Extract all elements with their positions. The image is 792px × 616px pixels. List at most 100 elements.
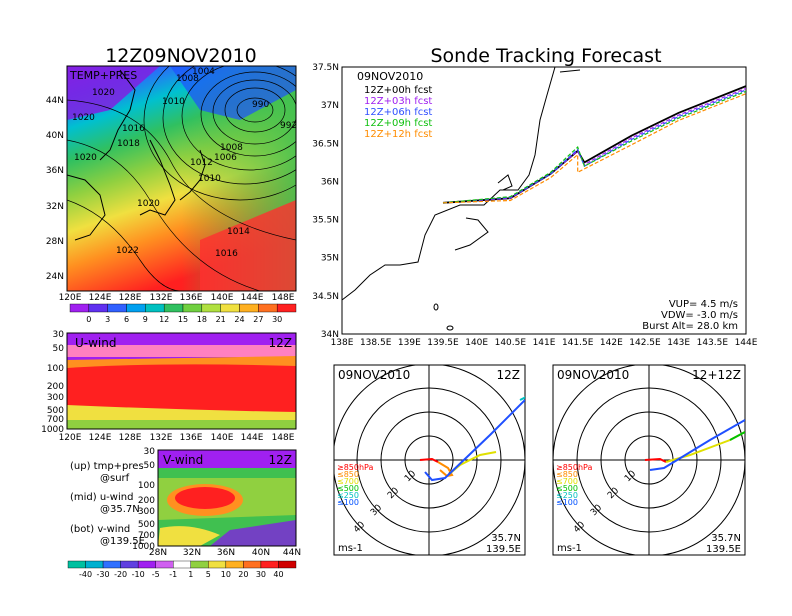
u-wind-label: U-wind [75,336,116,350]
temp-pres-panel: TEMP+PRES 1020 1020 1020 1016 1018 1010 … [46,65,297,303]
temp-colorbar-tick: 27 [253,315,263,324]
pressure-label: 1020 [92,88,115,98]
pressure-label: 1012 [190,158,213,168]
temp-colorbar-tick: 0 [86,315,91,324]
v-x-tick: 36N [217,548,235,558]
temp-panel-label: TEMP+PRES [69,69,137,82]
hodo-level-label: ≤100 [337,498,359,507]
temp-colorbar-swatch [239,303,259,313]
map-y-tick: 35N [321,254,339,264]
wind-colorbar-tick: -1 [169,570,177,579]
map-x-tick: 141E [533,338,556,348]
hodo-level-label: ≤700 [556,477,578,486]
track-legend-entry: 12Z+00h fcst [364,85,432,96]
map-y-tick: 37N [321,101,339,111]
temp-colorbar-tick: 12 [159,315,169,324]
v-y-tick: 500 [138,520,155,530]
hodo-level-label: ≥850hPa [556,463,593,472]
wind-colorbar-swatch [173,560,191,569]
pressure-label: 1006 [214,153,237,163]
hodo-right-date: 09NOV2010 [557,368,629,382]
pressure-label: 992 [280,121,297,131]
v-wind-time: 12Z [269,453,293,467]
temp-y-tick: 40N [46,131,64,141]
track-series [442,85,746,204]
hodo-level-label: ≤850 [556,470,578,479]
coastline [342,67,581,331]
map-y-tick: 34.5N [312,292,339,302]
temp-x-tick: 140E [211,293,234,303]
temp-x-tick: 136E [180,293,203,303]
hodo-right-time: 12+12Z [692,368,741,382]
map-x-ticks: 138E 138.5E 139E 139.5E 140E 140.5E 141E 141.5E… [331,338,758,348]
wind-colorbar-swatch [102,560,121,569]
hodo-level-label: ≤500 [556,484,578,493]
hodo-level-label: ≤250 [556,491,578,500]
wind-colorbar-tick: 20 [238,570,248,579]
hodo-right-lon: 139.5E [706,544,741,555]
temp-colorbar-tick: 18 [197,315,207,324]
temp-colorbar-tick: 30 [272,315,282,324]
wind-colorbar-tick: 1 [188,570,193,579]
pressure-label: 1016 [122,124,145,134]
v-y-tick: 700 [138,531,155,541]
temp-colorbar-tick: 15 [178,315,188,324]
note-mid-2: @35.7N [100,504,140,515]
u-y-tick: 50 [53,344,65,354]
wind-colorbar-swatch [137,560,156,569]
pressure-label: 1010 [198,174,221,184]
wind-colorbar-tick: -40 [79,570,92,579]
track-line [442,90,746,204]
v-y-tick: 50 [144,461,156,471]
u-y-tick: 300 [47,393,64,403]
temp-colorbar-swatch [126,303,146,313]
wind-colorbar-swatch [208,560,227,569]
wind-colorbar-swatch [225,560,244,569]
hodo-right-levels: ≥850hPa≤850≤700≤500≤250≤100 [556,463,593,507]
note-up-2: @surf [100,473,130,484]
pressure-label: 1008 [176,74,199,84]
temp-colorbar-swatch [145,303,165,313]
temp-colorbar-swatch [88,303,108,313]
temp-colorbar-tick: 21 [216,315,226,324]
u-y-tick: 500 [47,406,64,416]
temp-x-tick: 124E [89,293,112,303]
temp-colorbar-tick: 24 [234,315,244,324]
wind-colorbar-tick: -10 [132,570,145,579]
temp-y-tick: 44N [46,96,64,106]
temp-colorbar-swatch [220,303,240,313]
temp-colorbar: 0 3 6 9 12 15 18 21 24 27 30 [69,303,297,324]
temp-y-tick: 32N [46,202,64,212]
pressure-label: 1016 [215,249,238,259]
track-legend-entry: 12Z+09h fcst [364,118,432,129]
temp-colorbar-swatch [182,303,203,313]
u-y-tick: 30 [53,330,65,340]
temp-x-tick: 148E [272,293,295,303]
map-y-tick: 35.5N [312,216,339,226]
map-x-tick: 143E [667,338,690,348]
hodo-level-label: ≤250 [337,491,359,500]
hodo-level-label: ≤700 [337,477,359,486]
u-x-tick: 128E [119,433,142,443]
v-y-tick: 100 [138,481,155,491]
wind-colorbar-swatch [85,560,104,569]
temp-colorbar-swatch [163,303,184,313]
u-x-tick: 144E [241,433,264,443]
wind-colorbar-swatch [67,560,86,569]
map-y-tick: 37.5N [312,63,339,73]
map-y-ticks: 37.5N 37N 36.5N 36N 35.5N 35N 34.5N 34N [312,63,339,340]
vdw-label: VDW= -3.0 m/s [661,310,738,321]
track-legend-entry: 12Z+06h fcst [364,107,432,118]
hodo-level-label: ≥850hPa [337,463,374,472]
pressure-label: 1014 [227,227,250,237]
map-x-tick: 142.5E [629,338,661,348]
v-y-tick: 300 [138,507,155,517]
wind-colorbar-tick: 10 [221,570,231,579]
hodo-left-date: 09NOV2010 [338,368,410,382]
map-y-tick: 36.5N [312,139,339,149]
wind-colorbar-tick: -30 [97,570,110,579]
wind-colorbar: -40 -30 -20 -10 -5 -1 1 5 10 20 30 40 [67,560,297,579]
u-wind-time: 12Z [269,336,293,350]
track-legend-entry: 12Z+03h fcst [364,96,432,107]
